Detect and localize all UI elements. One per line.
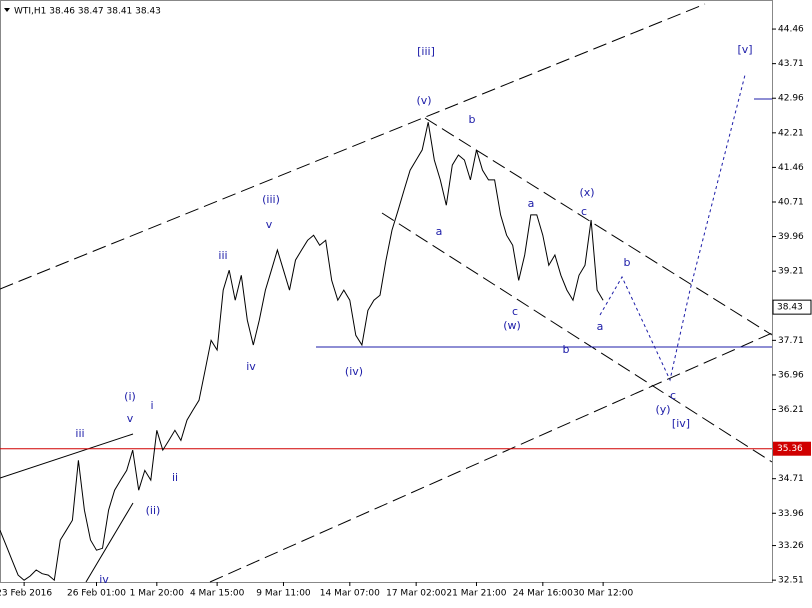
y-tick-label: 36.96 <box>778 370 804 380</box>
y-tick-label: 33.96 <box>778 509 804 519</box>
wave-label: (iii) <box>262 193 280 206</box>
wave-label: a <box>597 320 604 333</box>
wave-label: [iv] <box>672 417 690 430</box>
plot-frame <box>0 0 773 583</box>
x-tick-label: 9 Mar 11:00 <box>256 589 311 599</box>
wave-label: (y) <box>655 403 670 416</box>
price-line <box>0 122 604 582</box>
wave-label: iv <box>99 573 109 586</box>
wave-label: c <box>581 205 587 218</box>
x-tick-label: 30 Mar 12:00 <box>573 589 633 599</box>
x-tick-label: 14 Mar 07:00 <box>320 589 380 599</box>
y-tick-label: 37.71 <box>778 336 804 346</box>
level-label: 35.36 <box>777 444 803 454</box>
wave-label: (x) <box>579 186 594 199</box>
y-tick-label: 42.21 <box>778 128 804 138</box>
y-tick-label: 39.96 <box>778 232 804 242</box>
x-tick-label: 1 Mar 20:00 <box>130 589 185 599</box>
y-tick-label: 33.26 <box>778 541 804 551</box>
wave-label: (ii) <box>146 504 161 517</box>
wave-label: (w) <box>503 319 521 332</box>
y-tick-label: 36.21 <box>778 405 804 415</box>
x-tick-label: 24 Mar 16:00 <box>513 589 573 599</box>
wave-label: (iv) <box>345 365 363 378</box>
y-tick-label: 32.51 <box>778 576 804 586</box>
y-tick-label: 41.46 <box>778 163 804 173</box>
y-tick-label: 43.71 <box>778 59 804 69</box>
wave-label: iii <box>75 427 84 440</box>
wave-label: b <box>624 256 631 269</box>
wave-label: (i) <box>124 390 136 403</box>
wave-label: [iii] <box>417 45 435 58</box>
wave-label: b <box>563 343 570 356</box>
wave-label: (v) <box>416 94 431 107</box>
trend-lines <box>0 3 773 583</box>
last-price-label: 38.43 <box>777 303 803 313</box>
menu-arrow <box>4 8 10 12</box>
y-tick-label: 44.46 <box>778 25 804 35</box>
wave-label: c <box>670 389 676 402</box>
x-tick-label: 21 Mar 21:00 <box>446 589 506 599</box>
small-trend-lines <box>0 433 134 583</box>
wave-label: v <box>266 218 273 231</box>
wave-label: a <box>528 197 535 210</box>
wave-label: ii <box>172 471 178 484</box>
wave-label: v <box>127 412 134 425</box>
x-tick-label: 26 Feb 01:00 <box>67 589 126 599</box>
wave-label: iii <box>218 249 227 262</box>
x-tick-label: 17 Mar 02:00 <box>386 589 446 599</box>
wave-label: a <box>436 225 443 238</box>
level-box <box>773 441 811 456</box>
wave-label: iv <box>246 360 256 373</box>
x-tick-label: 23 Feb 2016 <box>0 589 52 599</box>
wave-label: i <box>150 399 153 412</box>
last-price-box <box>772 299 812 315</box>
chart-title: WTI,H1 38.46 38.47 38.41 38.43 <box>14 7 161 17</box>
forecast-path <box>599 74 746 382</box>
y-tick-label: 34.71 <box>778 474 804 484</box>
y-tick-label: 39.21 <box>778 267 804 277</box>
wave-label: c <box>512 305 518 318</box>
wave-label: [v] <box>737 43 752 56</box>
y-tick-label: 42.96 <box>778 94 804 104</box>
y-tick-label: 40.71 <box>778 197 804 207</box>
x-tick-label: 4 Mar 15:00 <box>190 589 245 599</box>
wave-label: b <box>469 113 476 126</box>
